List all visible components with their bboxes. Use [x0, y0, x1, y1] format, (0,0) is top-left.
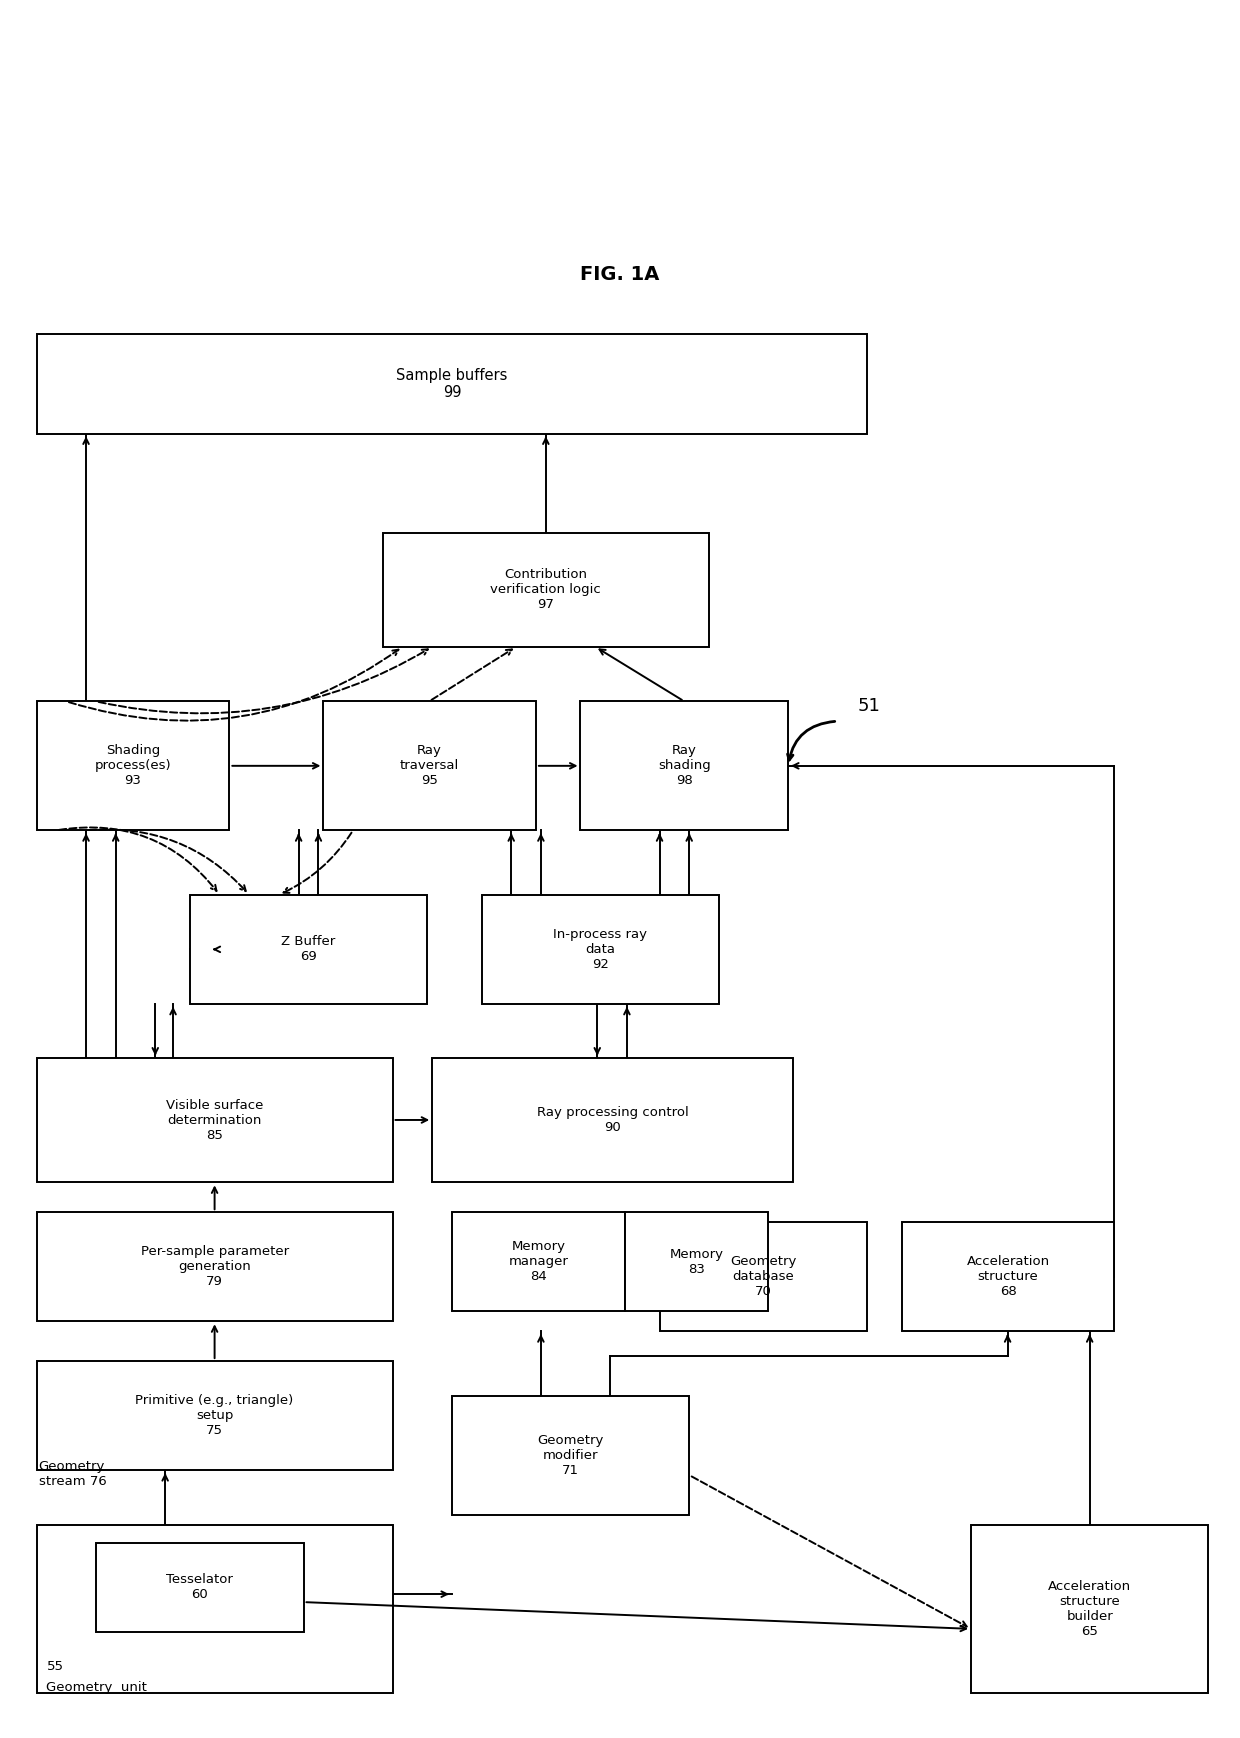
Bar: [971, 1524, 1208, 1693]
Bar: [324, 702, 536, 831]
Bar: [451, 1211, 625, 1312]
Bar: [37, 1058, 393, 1182]
Bar: [37, 1524, 393, 1693]
Bar: [37, 334, 867, 433]
Text: Per-sample parameter
generation
79: Per-sample parameter generation 79: [140, 1246, 289, 1288]
Text: Acceleration
structure
builder
65: Acceleration structure builder 65: [1048, 1580, 1131, 1637]
Text: Sample buffers
99: Sample buffers 99: [397, 368, 507, 400]
Text: Acceleration
structure
68: Acceleration structure 68: [966, 1255, 1050, 1298]
Text: Geometry
modifier
71: Geometry modifier 71: [537, 1434, 604, 1477]
Text: Memory
83: Memory 83: [670, 1248, 724, 1276]
Bar: [383, 534, 709, 647]
Text: 55: 55: [46, 1660, 63, 1672]
Text: Geometry
stream 76: Geometry stream 76: [38, 1460, 107, 1488]
Text: Contribution
verification logic
97: Contribution verification logic 97: [491, 568, 601, 612]
Bar: [37, 702, 229, 831]
Bar: [451, 1396, 689, 1516]
Text: Ray processing control
90: Ray processing control 90: [537, 1107, 688, 1135]
Bar: [37, 1361, 393, 1470]
Text: Geometry  unit: Geometry unit: [46, 1681, 148, 1695]
Bar: [660, 1222, 867, 1331]
Bar: [432, 1058, 794, 1182]
Bar: [580, 702, 789, 831]
Bar: [481, 895, 719, 1005]
Text: Ray
shading
98: Ray shading 98: [658, 744, 711, 787]
Text: Shading
process(es)
93: Shading process(es) 93: [94, 744, 171, 787]
Text: Z Buffer
69: Z Buffer 69: [281, 935, 336, 963]
Text: Geometry
database
70: Geometry database 70: [730, 1255, 796, 1298]
Bar: [190, 895, 428, 1005]
Bar: [95, 1543, 304, 1632]
Text: Tesselator
60: Tesselator 60: [166, 1573, 233, 1601]
Bar: [37, 1211, 393, 1321]
Text: Visible surface
determination
85: Visible surface determination 85: [166, 1098, 263, 1142]
Text: Memory
manager
84: Memory manager 84: [508, 1241, 568, 1283]
Text: In-process ray
data
92: In-process ray data 92: [553, 928, 647, 972]
Bar: [901, 1222, 1115, 1331]
Text: 51: 51: [857, 697, 880, 716]
Text: FIG. 1A: FIG. 1A: [580, 266, 660, 285]
Text: Ray
traversal
95: Ray traversal 95: [401, 744, 459, 787]
Bar: [625, 1211, 769, 1312]
Text: Primitive (e.g., triangle)
setup
75: Primitive (e.g., triangle) setup 75: [135, 1394, 294, 1437]
